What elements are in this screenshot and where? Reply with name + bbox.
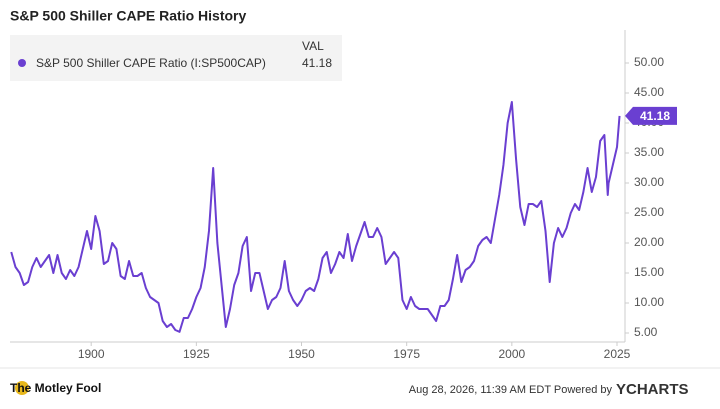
y-tick-label: 45.00 — [634, 85, 664, 99]
x-tick-label: 1975 — [393, 347, 420, 361]
y-tick-label: 20.00 — [634, 235, 664, 249]
brand: The Motley Fool — [10, 381, 101, 395]
y-tick-label: 10.00 — [634, 295, 664, 309]
y-tick-label: 30.00 — [634, 175, 664, 189]
x-tick-label: 1925 — [183, 347, 210, 361]
y-tick-label: 35.00 — [634, 145, 664, 159]
provider-logo: YCHARTS — [616, 381, 689, 398]
y-tick-label: 50.00 — [634, 55, 664, 69]
legend-value: 41.18 — [302, 56, 332, 70]
end-label-box — [625, 106, 677, 125]
y-tick-label: 5.00 — [634, 325, 658, 339]
brand-icon — [15, 381, 29, 395]
y-tick-label: 25.00 — [634, 205, 664, 219]
y-tick-label: 15.00 — [634, 265, 664, 279]
legend-label: S&P 500 Shiller CAPE Ratio (I:SP500CAP) — [36, 56, 266, 70]
legend-header: VAL — [302, 39, 324, 53]
x-tick-label: 1950 — [288, 347, 315, 361]
series-line — [10, 101, 621, 333]
x-tick-label: 2025 — [604, 347, 631, 361]
x-tick-label: 2000 — [498, 347, 525, 361]
legend-marker — [18, 59, 26, 67]
end-value-label: 41.18 — [640, 109, 670, 123]
legend-box — [10, 35, 342, 81]
chart-title: S&P 500 Shiller CAPE Ratio History — [10, 8, 246, 24]
timestamp: Aug 28, 2026, 11:39 AM EDT Powered by — [409, 384, 613, 396]
x-tick-label: 1900 — [78, 347, 105, 361]
